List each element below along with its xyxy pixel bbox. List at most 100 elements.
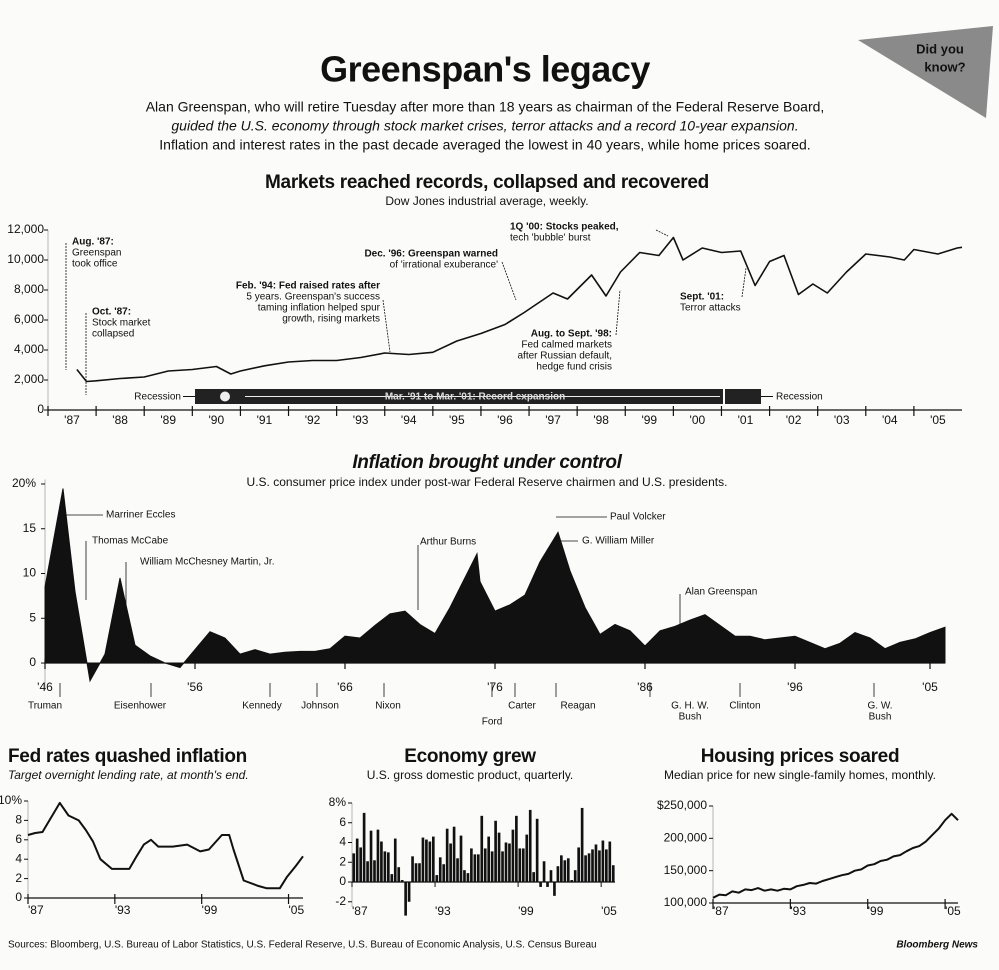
president-label: Carter: [508, 701, 536, 712]
chart-title: Fed rates quashed inflation: [8, 746, 247, 767]
bar: [428, 841, 432, 883]
y-tick-label: 8%: [329, 795, 347, 809]
bar: [570, 880, 574, 883]
bar: [366, 861, 369, 883]
bar: [490, 851, 494, 883]
annotation: Sept. '01:: [680, 292, 724, 303]
x-tick-label: '87: [352, 904, 368, 918]
president-label: Nixon: [375, 701, 401, 712]
bar: [539, 882, 542, 887]
y-tick-label: -2: [335, 894, 346, 908]
bar: [591, 849, 594, 883]
y-tick-label: 10,000: [7, 252, 44, 266]
bar: [508, 843, 511, 883]
president-label: Kennedy: [242, 701, 281, 712]
annotation: after Russian default,: [518, 351, 613, 362]
y-tick-label: 15: [23, 521, 37, 535]
bar: [425, 839, 428, 883]
x-tick-label: '98: [593, 413, 609, 427]
y-tick-label: 0: [37, 402, 44, 416]
y-tick-label: 2: [15, 871, 22, 885]
bar: [387, 852, 390, 883]
bar: [560, 855, 563, 883]
x-tick-label: '88: [112, 413, 128, 427]
chart-subtitle: Target overnight lending rate, at month'…: [8, 768, 249, 782]
bar: [470, 848, 473, 883]
chart-subtitle: U.S. gross domestic product, quarterly.: [367, 768, 574, 782]
leader-line: [615, 289, 621, 336]
x-tick-label: '99: [641, 413, 657, 427]
badge-text: Did you: [916, 41, 964, 56]
x-tick-label: '87: [713, 904, 729, 918]
y-tick-label: 6,000: [14, 312, 44, 326]
y-tick-label: 4: [339, 835, 346, 849]
y-tick-label: 5: [29, 610, 36, 624]
bar: [459, 835, 463, 883]
president-label: Clinton: [729, 701, 760, 712]
president-label: Eisenhower: [114, 701, 167, 712]
bar: [362, 812, 366, 883]
y-tick-label: 12,000: [7, 222, 44, 236]
bar: [438, 857, 442, 883]
bar: [397, 867, 401, 883]
bar: [407, 882, 411, 902]
president-label: Reagan: [560, 701, 595, 712]
y-tick-label: 8: [15, 813, 22, 827]
bar: [473, 854, 477, 883]
bar: [563, 860, 567, 883]
chairman-label: William McChesney Martin, Jr.: [140, 557, 274, 568]
leader-line: [501, 261, 517, 301]
bar: [463, 870, 466, 883]
bar: [418, 863, 421, 883]
annotation: 1Q '00: Stocks peaked,: [510, 222, 619, 233]
bar: [518, 848, 522, 883]
bar: [352, 853, 356, 883]
bar: [393, 838, 397, 883]
annotation: Aug. '87:: [72, 237, 114, 248]
x-tick-label: '99: [518, 904, 534, 918]
x-tick-label: '95: [449, 413, 465, 427]
annotation: Oct. '87:: [92, 307, 131, 318]
bar: [373, 860, 376, 883]
bar: [556, 866, 560, 883]
annotation: taming inflation helped spur: [258, 303, 381, 314]
bar: [605, 849, 608, 883]
x-tick-label: '90: [208, 413, 224, 427]
annotation: Feb. '94: Fed raised rates after: [236, 281, 380, 292]
x-tick-label: '04: [882, 413, 898, 427]
bar: [553, 882, 556, 896]
bar: [466, 873, 470, 883]
bar: [521, 848, 525, 883]
chart-subtitle: U.S. consumer price index under post-war…: [247, 475, 728, 489]
bar: [390, 874, 394, 883]
x-tick-label: '56: [187, 680, 203, 694]
chairman-label: Alan Greenspan: [685, 587, 757, 598]
bar: [487, 836, 491, 883]
badge-shape: [858, 26, 993, 118]
chart-subtitle: Median price for new single-family homes…: [664, 768, 936, 782]
bar: [611, 865, 615, 883]
y-tick-label: $250,000: [657, 798, 707, 812]
x-tick-label: '46: [37, 680, 53, 694]
x-tick-label: '87: [64, 413, 80, 427]
bar: [535, 818, 539, 883]
x-tick-label: '93: [115, 903, 131, 917]
headline: Greenspan's legacy: [320, 49, 650, 90]
president-label: G. W.: [868, 701, 893, 712]
bar: [528, 809, 532, 883]
x-tick-label: '66: [337, 680, 353, 694]
bar: [608, 841, 612, 883]
bar: [497, 832, 501, 883]
bar: [542, 861, 546, 883]
badge-text: know?: [924, 59, 965, 74]
x-tick-label: '03: [834, 413, 850, 427]
chairman-label: Arthur Burns: [420, 537, 476, 548]
chart-title: Housing prices soared: [701, 746, 900, 767]
x-tick-label: '96: [497, 413, 513, 427]
bar: [501, 851, 504, 883]
bar: [504, 842, 508, 883]
chairman-label: G. William Miller: [582, 536, 655, 547]
x-tick-label: '05: [930, 413, 946, 427]
y-tick-label: 150,000: [664, 863, 708, 877]
